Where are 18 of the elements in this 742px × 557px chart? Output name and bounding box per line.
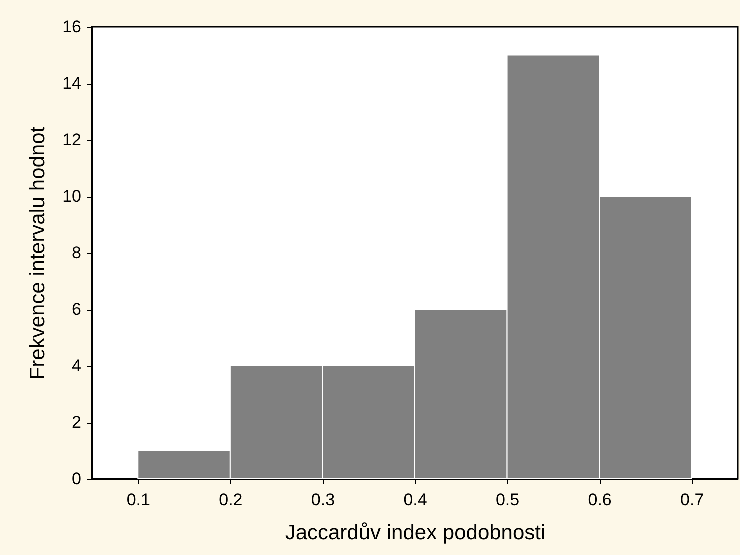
y-tick-label: 16 <box>62 18 82 36</box>
x-tick-label: 0.6 <box>588 490 612 510</box>
y-tick-label: 6 <box>72 300 82 319</box>
x-tick-label: 0.2 <box>219 490 243 510</box>
y-tick-label: 2 <box>72 413 82 432</box>
x-axis-title: Jaccardův index podobnosti <box>285 522 546 544</box>
y-tick-label: 0 <box>72 470 82 488</box>
y-tick-label: 14 <box>62 74 82 93</box>
x-tick-label: 0.1 <box>126 490 150 510</box>
x-tick-label: 0.3 <box>311 490 336 510</box>
y-tick-label: 4 <box>72 356 82 376</box>
x-tick-label: 0.5 <box>496 490 520 510</box>
y-tick-label: 8 <box>72 244 82 262</box>
y-tick-label: 10 <box>62 187 82 206</box>
y-tick-label: 12 <box>62 130 82 150</box>
x-tick-label: 0.7 <box>680 490 704 510</box>
y-axis-title: Frekvence intervalu hodnot <box>26 126 50 380</box>
x-tick-label: 0.4 <box>404 490 428 510</box>
